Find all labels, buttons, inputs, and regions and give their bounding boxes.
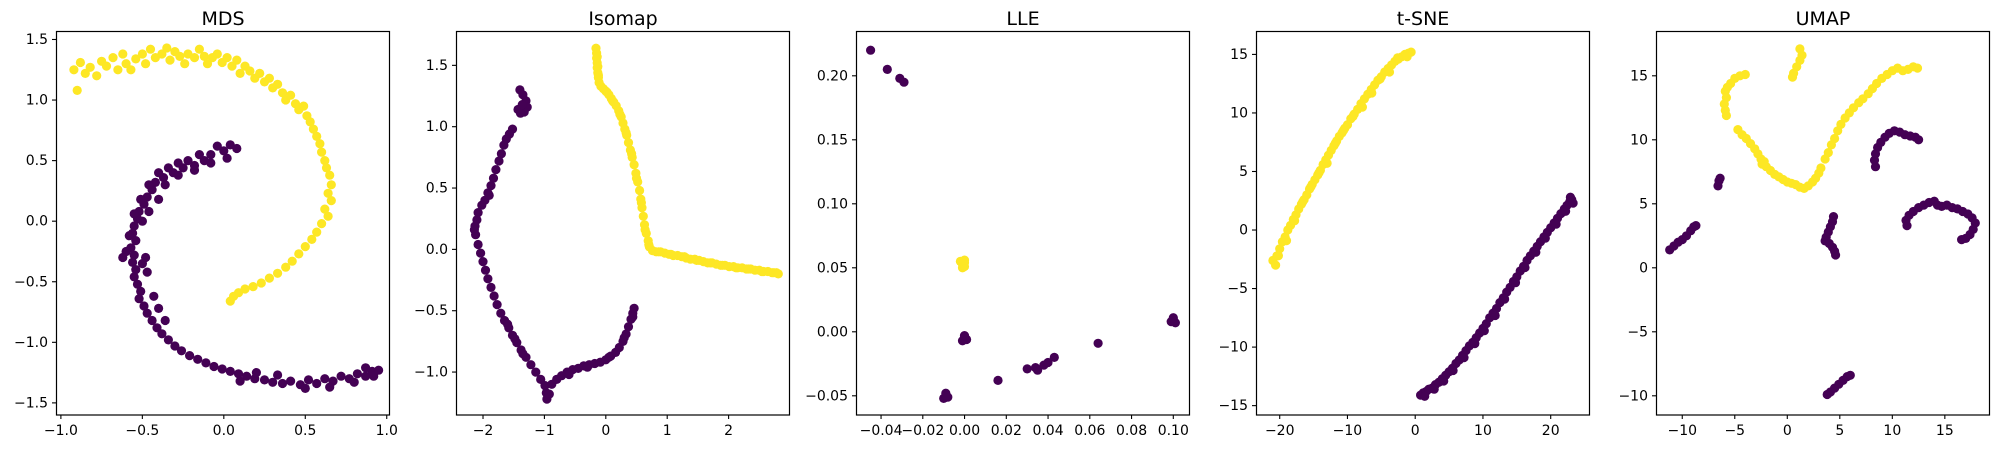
svg-text:0: 0	[601, 423, 610, 439]
svg-text:0.10: 0.10	[817, 196, 848, 212]
svg-text:−20: −20	[1265, 423, 1295, 439]
svg-text:−2: −2	[473, 423, 494, 439]
umap-axis-ticks: −10 −5 0 5 10 15 −10 −5 0 5 10 15	[1618, 68, 1953, 439]
svg-text:10: 10	[1883, 423, 1901, 439]
tsne-title: t-SNE	[1397, 8, 1450, 30]
svg-text:−10: −10	[1618, 388, 1648, 404]
svg-text:−10: −10	[1667, 423, 1697, 439]
svg-text:20: 20	[1542, 423, 1560, 439]
svg-text:−0.05: −0.05	[805, 388, 848, 404]
svg-text:−0.02: −0.02	[901, 423, 944, 439]
isomap-scatter-points	[469, 43, 783, 404]
svg-text:−15: −15	[1218, 398, 1248, 414]
tsne-axis-ticks: −20 −10 0 10 20 −15 −10 −5 0 5 10 15	[1218, 47, 1559, 439]
mds-title: MDS	[201, 8, 244, 30]
svg-text:0.10: 0.10	[1158, 423, 1189, 439]
svg-text:0.05: 0.05	[817, 260, 848, 276]
svg-text:0.5: 0.5	[294, 423, 316, 439]
panel-isomap: −2 −1 0 1 2 −1.0 −0.5 0.0 0.5 1.0 1.5 Isomap	[414, 8, 791, 439]
svg-text:1.5: 1.5	[26, 32, 48, 48]
svg-text:−1.0: −1.0	[14, 335, 48, 351]
panel-lle: −0.04−0.02 0.00 0.02 0.04 0.06 0.08 0.10 −0.05 0…	[805, 8, 1191, 439]
svg-text:0.20: 0.20	[817, 68, 848, 84]
svg-text:0.00: 0.00	[817, 324, 848, 340]
svg-text:0: 0	[1783, 423, 1792, 439]
svg-text:5: 5	[1835, 423, 1844, 439]
svg-text:0.5: 0.5	[26, 153, 48, 169]
svg-text:1.5: 1.5	[426, 58, 448, 74]
umap-scatter-points	[1665, 44, 1980, 400]
svg-text:0.5: 0.5	[426, 181, 448, 197]
svg-text:−1.0: −1.0	[44, 423, 78, 439]
tsne-axes-box	[1255, 30, 1591, 416]
svg-text:10: 10	[1630, 132, 1648, 148]
umap-title: UMAP	[1796, 8, 1851, 30]
lle-axis-ticks: −0.04−0.02 0.00 0.02 0.04 0.06 0.08 0.10 −0.05 0…	[805, 68, 1189, 439]
svg-text:1.0: 1.0	[426, 119, 448, 135]
mds-axes-box	[55, 30, 391, 416]
svg-text:10: 10	[1230, 105, 1248, 121]
svg-text:1.0: 1.0	[26, 93, 48, 109]
panel-mds: −1.0 −0.5 0.0 0.5 1.0 −1.5 −1.0 −0.5 0.0 0.5 1.0 1.…	[14, 8, 398, 439]
svg-text:2: 2	[724, 423, 733, 439]
lle-title: LLE	[1006, 8, 1039, 30]
svg-text:15: 15	[1630, 68, 1648, 84]
svg-text:1.0: 1.0	[376, 423, 398, 439]
panel-tsne: −20 −10 0 10 20 −15 −10 −5 0 5 10 15 t-SNE	[1218, 8, 1591, 439]
svg-text:0: 0	[1411, 423, 1420, 439]
svg-text:15: 15	[1230, 47, 1248, 63]
mds-axis-ticks: −1.0 −0.5 0.0 0.5 1.0 −1.5 −1.0 −0.5 0.0 0.5 1.0 1.…	[14, 32, 398, 439]
svg-text:0: 0	[1239, 223, 1248, 239]
svg-text:−0.5: −0.5	[125, 423, 159, 439]
svg-text:15: 15	[1936, 423, 1954, 439]
isomap-title: Isomap	[588, 8, 657, 30]
svg-text:−10: −10	[1333, 423, 1363, 439]
svg-text:0.00: 0.00	[949, 423, 980, 439]
svg-text:−0.04: −0.04	[860, 423, 903, 439]
svg-text:−5: −5	[1227, 281, 1248, 297]
svg-text:0.04: 0.04	[1032, 423, 1063, 439]
svg-text:0: 0	[1639, 260, 1648, 276]
lle-scatter-points	[866, 45, 1180, 403]
panel-umap: −10 −5 0 5 10 15 −10 −5 0 5 10 15 UMAP	[1618, 8, 1991, 439]
svg-text:0.15: 0.15	[817, 132, 848, 148]
svg-text:0.0: 0.0	[213, 423, 235, 439]
svg-text:0.08: 0.08	[1116, 423, 1147, 439]
isomap-axes-box	[455, 30, 791, 416]
isomap-axis-ticks: −2 −1 0 1 2 −1.0 −0.5 0.0 0.5 1.0 1.5	[414, 58, 733, 439]
svg-text:−1: −1	[534, 423, 555, 439]
svg-text:−1.0: −1.0	[414, 365, 448, 381]
svg-text:−0.5: −0.5	[414, 303, 448, 319]
svg-text:−0.5: −0.5	[14, 274, 48, 290]
svg-text:0.0: 0.0	[26, 214, 48, 230]
svg-text:5: 5	[1639, 196, 1648, 212]
umap-axes-box	[1655, 30, 1991, 416]
svg-text:−5: −5	[1724, 423, 1745, 439]
svg-text:0.0: 0.0	[426, 242, 448, 258]
svg-text:10: 10	[1474, 423, 1492, 439]
lle-axes-box	[855, 30, 1191, 416]
mds-scatter-points	[69, 43, 384, 393]
svg-text:0.02: 0.02	[991, 423, 1022, 439]
tsne-scatter-points	[1268, 47, 1578, 401]
svg-text:−5: −5	[1627, 324, 1648, 340]
svg-text:1: 1	[663, 423, 672, 439]
svg-text:0.06: 0.06	[1074, 423, 1105, 439]
svg-text:−10: −10	[1218, 340, 1248, 356]
svg-text:5: 5	[1239, 164, 1248, 180]
svg-text:−1.5: −1.5	[14, 395, 48, 411]
